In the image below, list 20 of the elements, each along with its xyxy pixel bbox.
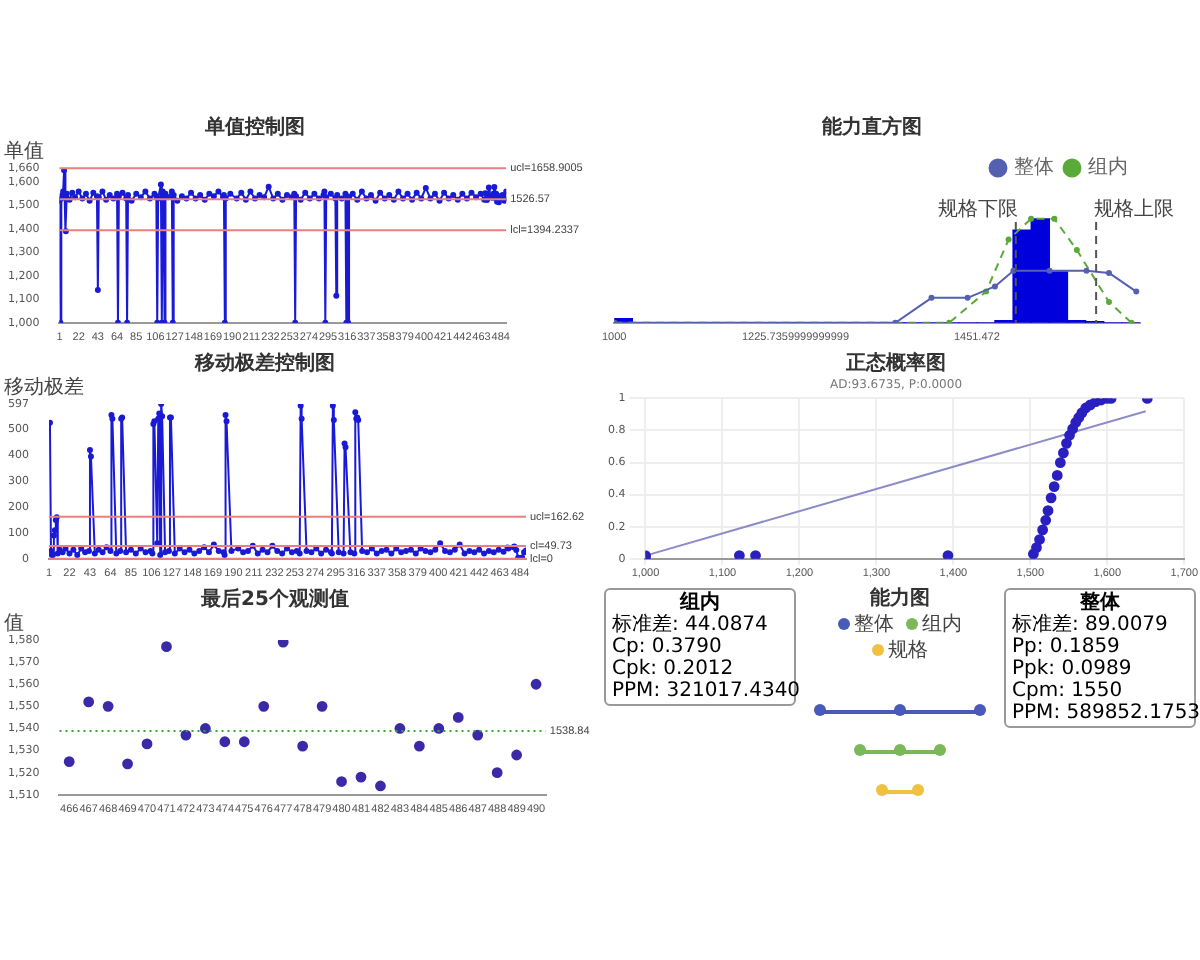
chart-title: 最后25个观测值: [198, 587, 349, 612]
ref-line-label: 规格上限: [1094, 197, 1175, 222]
text: 整体: [854, 614, 894, 636]
chart-title: 单值控制图: [203, 115, 306, 140]
text: 能力图: [870, 588, 930, 610]
y-axis-title: 单值: [4, 139, 44, 164]
legend-label: 整体: [1014, 155, 1054, 180]
text: 组内: [922, 614, 962, 636]
text: 整体: [1078, 592, 1122, 614]
legend-label: 组内: [1088, 155, 1128, 180]
text: 标准差: 44.0874 Cp: 0.3790 Cpk: 0.2012 PPM: 321017.4340: [612, 614, 801, 702]
chart-title: 正态概率图: [844, 351, 946, 376]
text: 组内: [677, 592, 722, 614]
text: 规格: [888, 640, 928, 662]
chart-title: 移动极差控制图: [193, 351, 335, 376]
chart-title: 能力直方图: [822, 115, 922, 140]
text: 标准差: 89.0079 Pp: 0.1859 Ppk: 0.0989 Cpm: 1550 PPM: 589852.1753: [1012, 614, 1200, 724]
y-axis-title: 值: [4, 613, 24, 636]
ref-line-label: 规格下限: [937, 197, 1018, 222]
y-axis-title: 移动极差: [4, 375, 84, 400]
